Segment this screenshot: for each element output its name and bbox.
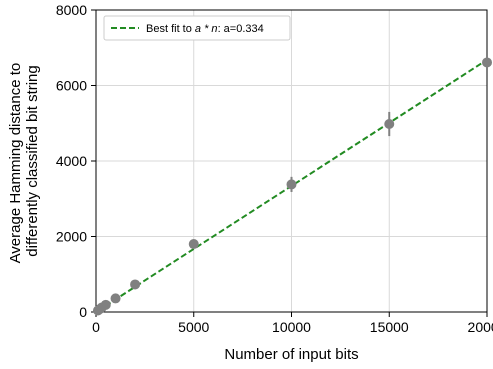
x-tick-label: 10000 — [272, 319, 311, 335]
data-point — [286, 179, 297, 190]
y-axis-title: Average Hamming distance to differently … — [7, 59, 41, 264]
data-point — [384, 119, 395, 130]
x-tick-label: 5000 — [178, 319, 209, 335]
x-tick-label: 15000 — [370, 319, 409, 335]
data-point — [130, 279, 141, 290]
x-axis-title: Number of input bits — [224, 346, 358, 363]
data-point — [482, 57, 492, 68]
fit-line — [97, 58, 488, 312]
y-axis-title-line-2: differently classified bit string — [24, 65, 41, 256]
y-tick-label: 8000 — [56, 2, 87, 18]
data-layer — [92, 46, 492, 316]
grid-lines — [95, 9, 488, 313]
legend-label: Best fit to a * n: a=0.334 — [146, 23, 264, 35]
y-axis-title-line-1: Average Hamming distance to — [7, 63, 24, 264]
data-point — [188, 239, 199, 250]
x-tick-label: 20000 — [468, 319, 493, 335]
y-tick-label: 2000 — [56, 229, 87, 245]
data-point — [100, 299, 111, 310]
y-tick-label: 6000 — [56, 78, 87, 94]
x-tick-label: 0 — [92, 319, 100, 335]
y-tick-label: 0 — [79, 304, 87, 320]
axis-ticks: 0 5000 10000 15000 20000 0 2000 4000 6000 8000 — [56, 2, 493, 335]
legend: Best fit to a * n: a=0.334 — [103, 15, 291, 41]
y-tick-label: 4000 — [56, 153, 87, 169]
legend-label-var: a * n — [195, 23, 218, 35]
legend-label-suffix: : a=0.334 — [218, 23, 264, 35]
data-point — [110, 293, 121, 304]
legend-box — [103, 15, 291, 41]
legend-label-prefix: Best fit to — [146, 23, 195, 35]
